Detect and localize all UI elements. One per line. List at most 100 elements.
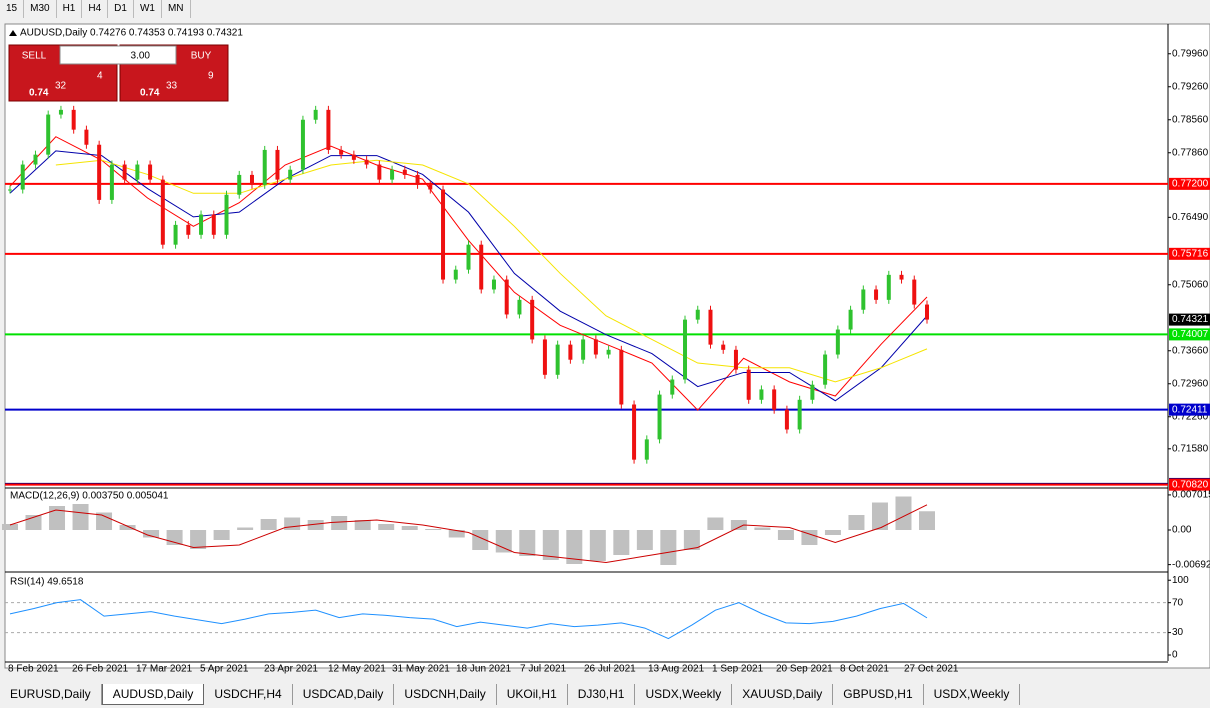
timeframe-button[interactable]: MN (162, 0, 191, 18)
macd-bar (871, 502, 888, 530)
macd-bar (307, 520, 324, 530)
chart-tab[interactable]: GBPUSD,H1 (833, 684, 924, 705)
x-tick-label: 8 Oct 2021 (840, 664, 889, 675)
indicator-title: RSI(14) 49.6518 (10, 577, 84, 588)
candle-body (925, 304, 929, 320)
y-tick-label: 0.73660 (1172, 345, 1209, 356)
chart-tab[interactable]: XAUUSD,Daily (732, 684, 834, 705)
macd-bar (260, 519, 277, 530)
chart-window: 0.79960 0.79260 0.78560 0.77860 0.76490 0.750… (2, 23, 1210, 675)
timeframe-button[interactable]: W1 (134, 0, 162, 18)
macd-bar (754, 527, 771, 530)
x-tick-label: 20 Sep 2021 (776, 664, 833, 675)
candle-body (619, 349, 624, 405)
y-tick-label: 0.72960 (1172, 378, 1209, 389)
candle-body (899, 274, 904, 280)
macd-bar (190, 530, 207, 549)
timeframe-button[interactable]: H1 (57, 0, 83, 18)
candle-body (262, 149, 267, 185)
lot-input (59, 45, 177, 65)
macd-bar (143, 530, 160, 538)
y-tick-label: 70 (1172, 597, 1184, 608)
candle-body (810, 384, 815, 400)
signal-line (9, 504, 928, 564)
candle-body (33, 154, 38, 165)
timeframe-button[interactable]: D1 (108, 0, 134, 18)
chart-tab[interactable]: USDX,Weekly (923, 684, 1021, 705)
macd-bar (96, 512, 113, 530)
macd-bar (824, 530, 841, 535)
chart-tab[interactable]: USDCHF,H4 (204, 684, 293, 705)
macd-bar (895, 496, 912, 530)
candle-body (759, 389, 764, 400)
chart-tab[interactable]: AUDUSD,Daily (101, 684, 205, 705)
candle-body (683, 319, 688, 380)
y-tick-label: 0.007015 (1172, 490, 1210, 501)
x-tick-label: 13 Aug 2021 (648, 664, 705, 675)
chart-tab[interactable]: UKOil,H1 (496, 684, 568, 705)
timeframe-button[interactable]: 15 (0, 0, 25, 18)
price-prefix: 0.74 (140, 88, 160, 99)
candle-body (390, 169, 395, 180)
candle-body (71, 109, 76, 130)
level-price-box (1169, 247, 1210, 260)
macd-bar (566, 530, 583, 564)
candle-body (504, 279, 509, 315)
candle-body (148, 164, 153, 180)
x-tick-label: 27 Oct 2021 (904, 664, 959, 675)
candle-body (555, 344, 560, 375)
level-price-box (1169, 403, 1210, 416)
candle-body (657, 394, 662, 440)
lot-value: 3.00 (131, 51, 151, 62)
x-tick-label: 1 Sep 2021 (712, 664, 764, 675)
candle-body (874, 289, 879, 300)
x-tick-label: 12 May 2021 (328, 664, 386, 675)
candle-body (823, 354, 828, 385)
candle-body (237, 174, 242, 195)
candle-body (861, 289, 866, 310)
chart-tab[interactable]: USDCNH,Daily (394, 684, 497, 705)
price-small: 9 (208, 71, 214, 82)
candle-body (670, 379, 675, 395)
level-price-label: 0.70820 (1172, 479, 1209, 490)
chart-tab[interactable]: DJ30,H1 (567, 684, 636, 705)
x-tick-label: 31 May 2021 (392, 664, 450, 675)
macd-bar (472, 530, 489, 550)
x-tick-label: 18 Jun 2021 (456, 664, 511, 675)
indicator-title: AUDUSD,Daily 0.74276 0.74353 0.74193 0.7… (20, 28, 243, 39)
level-price-label: 0.72411 (1172, 404, 1208, 415)
candle-body (288, 169, 293, 180)
candle-body (453, 269, 458, 280)
candle-body (313, 109, 318, 120)
chart-tab[interactable]: USDX,Weekly (635, 684, 733, 705)
candle-body (441, 189, 446, 280)
y-tick-label: 0.72260 (1172, 411, 1209, 422)
candle-body (848, 309, 853, 330)
candle-body (351, 154, 356, 160)
chart-tab[interactable]: EURUSD,Daily (0, 684, 102, 705)
macd-bar (237, 527, 254, 530)
candle-body (173, 224, 178, 245)
candle-body (8, 189, 12, 191)
y-tick-label: 0.77860 (1172, 147, 1209, 158)
y-tick-label: 30 (1172, 627, 1184, 638)
candle-body (211, 214, 216, 235)
timeframe-button[interactable]: H4 (82, 0, 109, 18)
macd-bar (683, 530, 700, 550)
candle-body (581, 339, 586, 360)
candle-body (224, 194, 229, 235)
candle-body (644, 439, 649, 460)
candle-body (632, 404, 637, 460)
macd-bar (378, 524, 395, 530)
macd-bar (119, 525, 136, 530)
level-price-box (1169, 177, 1210, 190)
candle-body (695, 309, 700, 320)
chart-tab[interactable]: USDCAD,Daily (292, 684, 395, 705)
candle-body (122, 164, 127, 180)
macd-bar (707, 517, 724, 530)
candle-body (275, 149, 280, 180)
price-big: 32 (55, 81, 67, 92)
current-price-box (1169, 313, 1210, 326)
candle-body (364, 159, 369, 165)
timeframe-button[interactable]: M30 (24, 0, 57, 18)
